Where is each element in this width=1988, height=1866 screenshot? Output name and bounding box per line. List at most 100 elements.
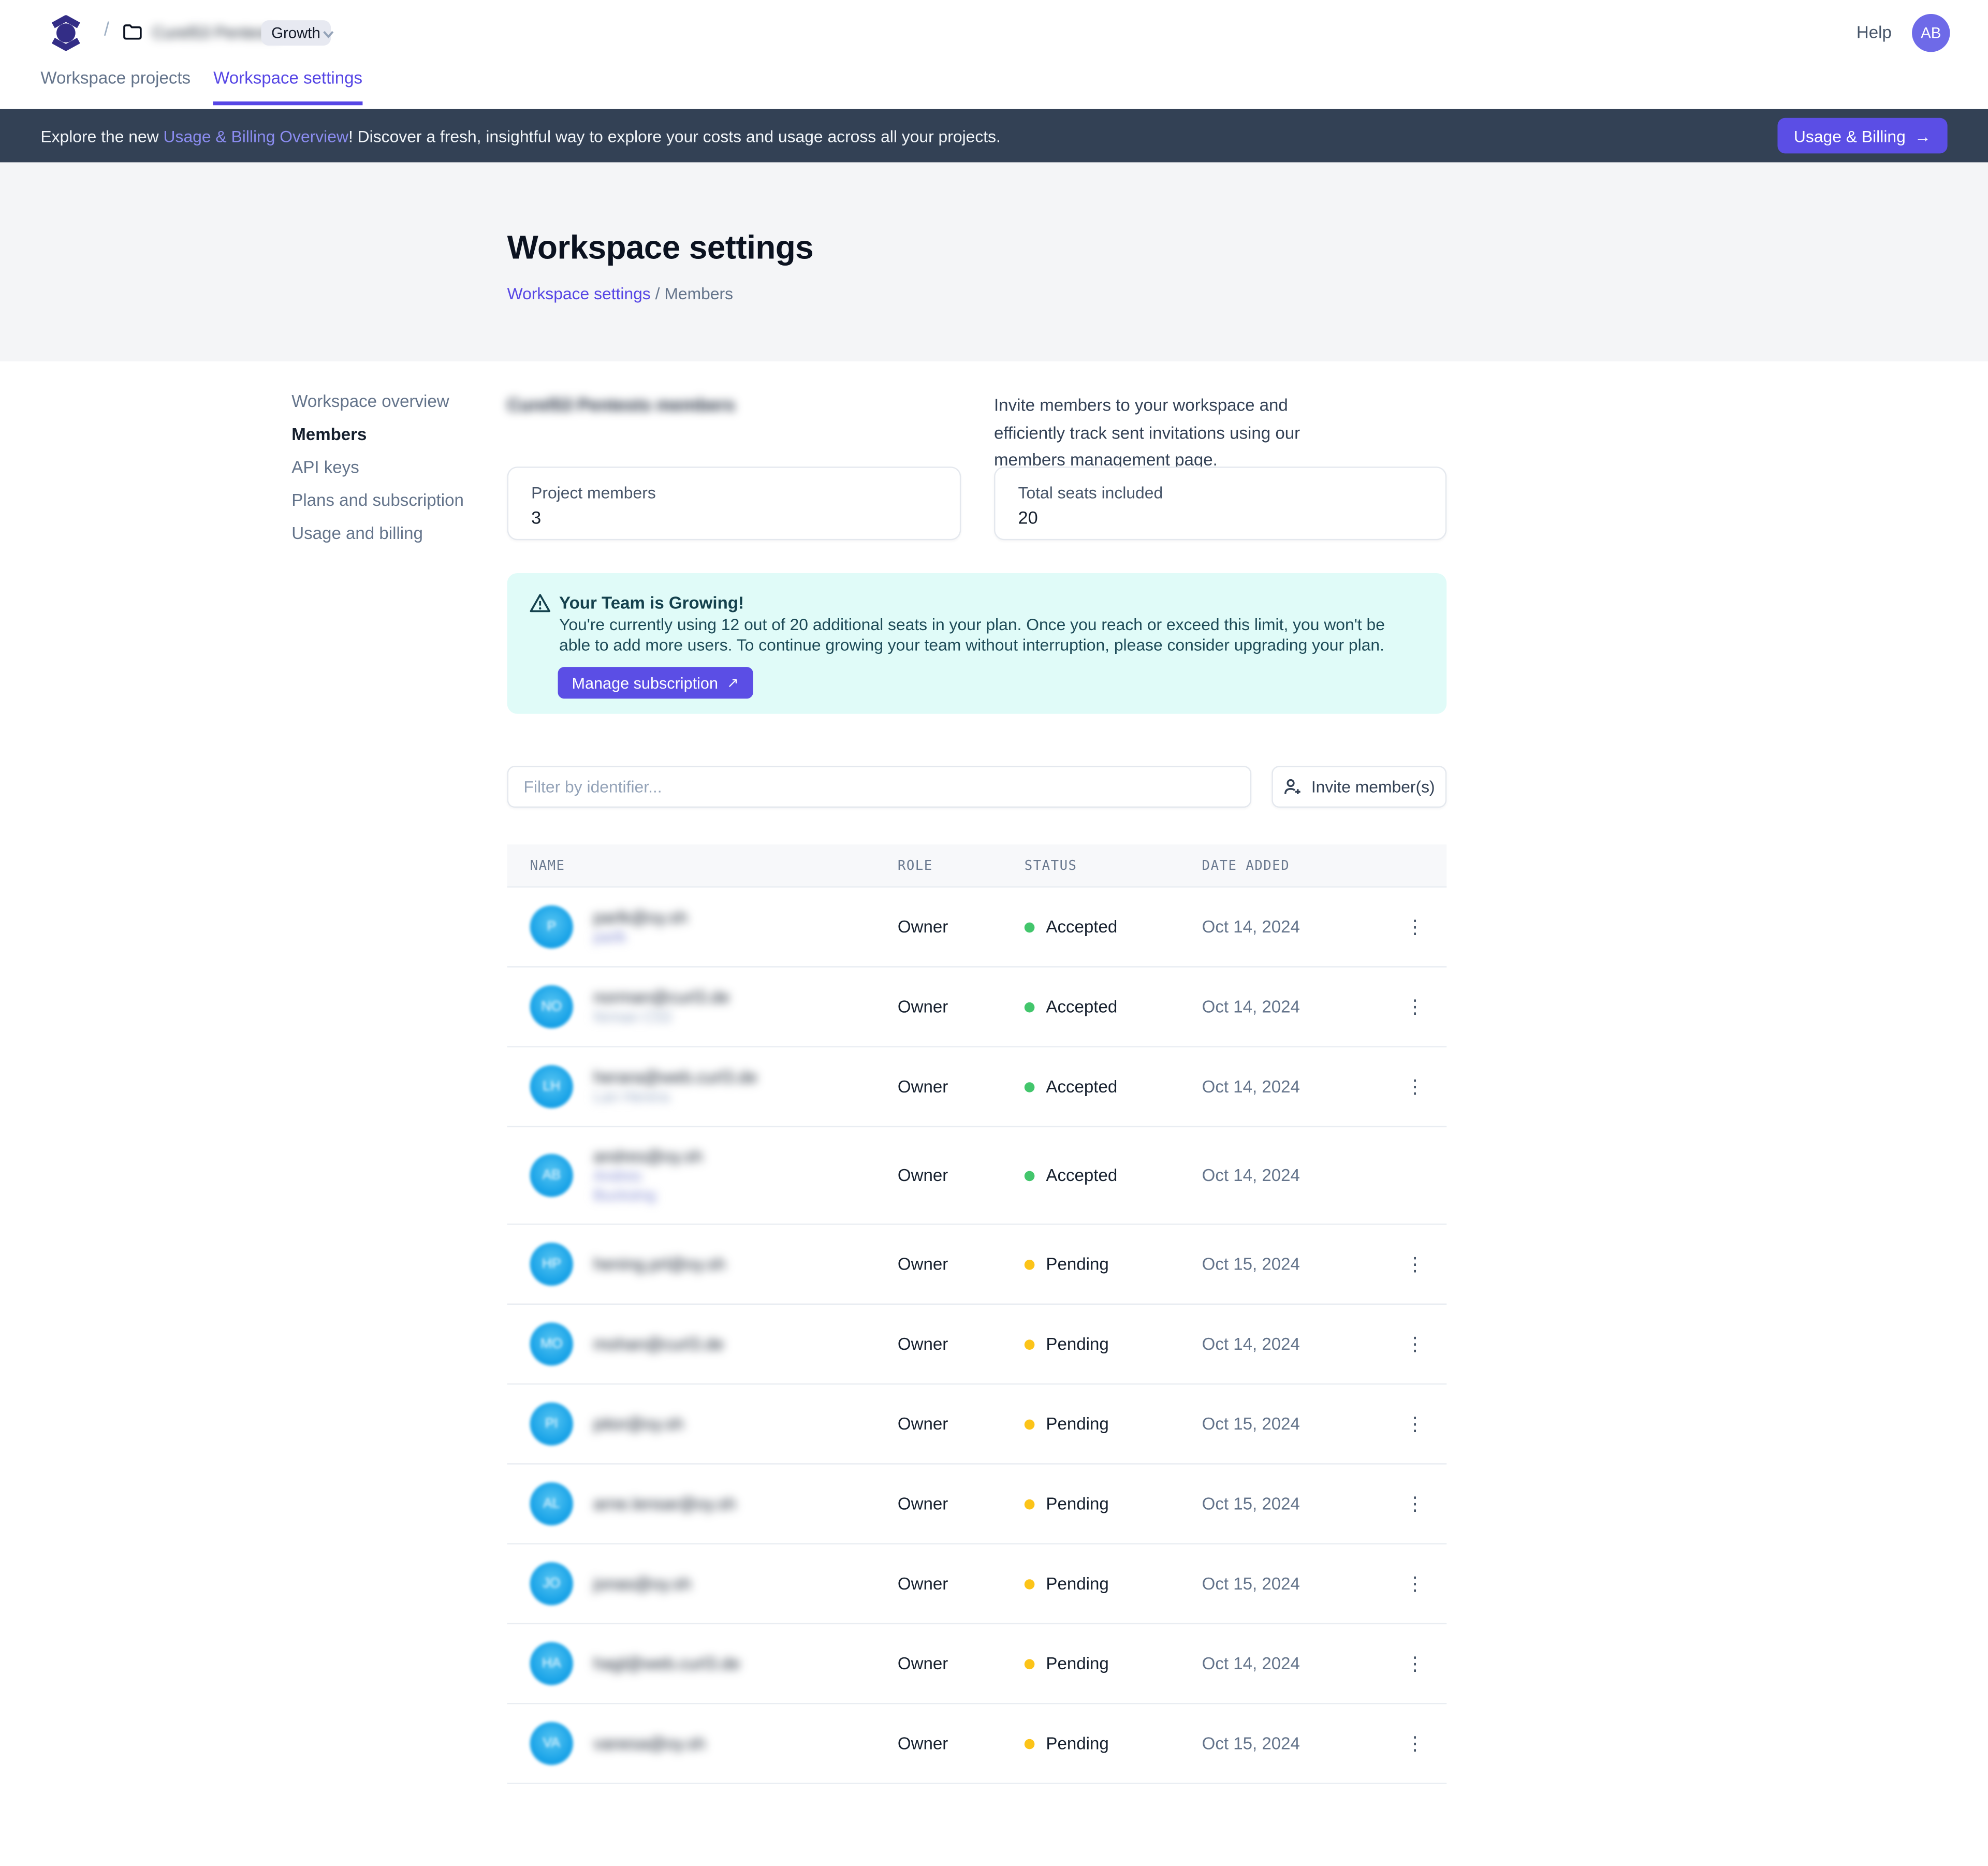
member-email: hening.prl@oy.sh [593,1255,726,1274]
member-name-cell: vanesa@oy.sh [593,1733,706,1755]
member-role: Owner [897,1733,948,1753]
member-date-added: Oct 15, 2024 [1202,1733,1300,1753]
sidebar-item-usage-billing[interactable]: Usage and billing [291,523,423,543]
folder-icon [123,24,142,40]
table-row: PI pitor@oy.sh Owner Pending Oct 15, 202… [507,1384,1447,1465]
invite-members-label: Invite member(s) [1311,777,1435,796]
member-name-cell: jonas@oy.sh [593,1573,691,1595]
project-members-card: Project members 3 [507,466,961,541]
banner-text: Explore the new Usage & Billing Overview… [40,126,1001,145]
member-avatar: HA [530,1642,573,1685]
content-area: Workspace overview Members API keys Plan… [0,361,1988,1866]
member-avatar: PI [530,1402,573,1446]
page-header: Workspace settings Workspace settings / … [0,162,1988,361]
table-row: P parlk@oy.sh parlk Owner Accepted Oct 1… [507,887,1447,968]
workspace-name[interactable]: Curel53 Pentests [152,23,279,42]
member-status: Accepted [1024,1077,1117,1096]
status-dot-icon [1024,1578,1035,1589]
total-seats-value: 20 [1018,507,1038,528]
external-link-icon: ↗ [727,676,739,691]
table-row: AL arne.lensar@oy.sh Owner Pending Oct 1… [507,1465,1447,1544]
status-label: Pending [1046,1494,1109,1513]
ory-logo-icon[interactable] [48,15,84,51]
row-menu-button[interactable]: ⋮ [1405,1334,1425,1355]
arrow-right-icon: → [1914,126,1931,145]
member-date-added: Oct 14, 2024 [1202,1654,1300,1673]
member-avatar: AL [530,1482,573,1526]
member-name-cell: parlk@oy.sh parlk [593,907,688,947]
row-menu-button[interactable]: ⋮ [1405,1493,1425,1515]
user-avatar[interactable]: AB [1912,13,1950,52]
member-status: Pending [1024,1654,1109,1673]
chevron-down-icon[interactable] [321,26,336,41]
sidebar-item-members[interactable]: Members [291,425,367,444]
member-subname: Andres [593,1167,642,1185]
member-role: Owner [897,1574,948,1594]
table-row: HP hening.prl@oy.sh Owner Pending Oct 15… [507,1225,1447,1305]
member-email: norman@curl3.de [593,987,730,1007]
member-email: hagl@web.curl3.de [593,1654,740,1673]
member-subname: Nrman C53 [593,1008,671,1026]
table-row: AB andres@oy.sh Andres Buckstng Owner Ac… [507,1127,1447,1225]
plan-badge[interactable]: Growth [261,20,331,46]
banner-text-suffix: ! Discover a fresh, insightful way to ex… [348,126,1001,145]
tab-workspace-projects[interactable]: Workspace projects [40,68,191,88]
member-name-cell: andres@oy.sh Andres Buckstng [593,1146,703,1205]
row-menu-button[interactable]: ⋮ [1405,916,1425,939]
status-label: Pending [1046,1255,1109,1274]
usage-billing-button[interactable]: Usage & Billing → [1777,118,1948,154]
member-name-cell: arne.lensar@oy.sh [593,1493,736,1515]
member-status: Pending [1024,1334,1109,1354]
member-subname-2: Buckstng [593,1186,656,1204]
member-date-added: Oct 14, 2024 [1202,997,1300,1016]
member-email: jonas@oy.sh [593,1574,692,1594]
member-date-added: Oct 15, 2024 [1202,1414,1300,1434]
row-menu-button[interactable]: ⋮ [1405,1413,1425,1436]
breadcrumb-current: Members [664,284,734,303]
member-status: Pending [1024,1494,1109,1513]
member-avatar: P [530,905,573,949]
manage-subscription-button[interactable]: Manage subscription ↗ [558,667,753,699]
row-menu-button[interactable]: ⋮ [1405,1076,1425,1098]
row-menu-button[interactable]: ⋮ [1405,1254,1425,1276]
total-seats-label: Total seats included [1018,483,1163,502]
alert-title: Your Team is Growing! [559,593,744,613]
page-title: Workspace settings [507,228,814,267]
member-avatar: AB [530,1154,573,1197]
table-row: HA hagl@web.curl3.de Owner Pending Oct 1… [507,1624,1447,1704]
table-row: NO norman@curl3.de Nrman C53 Owner Accep… [507,968,1447,1047]
row-menu-button[interactable]: ⋮ [1405,1573,1425,1595]
row-menu-button[interactable]: ⋮ [1405,996,1425,1018]
member-role: Owner [897,917,948,937]
status-label: Pending [1046,1334,1109,1354]
member-role: Owner [897,1414,948,1434]
status-label: Accepted [1046,997,1118,1016]
settings-sidenav: Workspace overview Members API keys Plan… [291,391,494,558]
breadcrumb-workspace-settings-link[interactable]: Workspace settings [507,284,651,303]
banner-text-prefix: Explore the new [40,126,164,145]
tab-workspace-settings[interactable]: Workspace settings [213,66,363,106]
column-header-status: STATUS [1024,858,1077,874]
member-date-added: Oct 15, 2024 [1202,1255,1300,1274]
member-email: andres@oy.sh [593,1147,703,1166]
member-status: Pending [1024,1255,1109,1274]
sidebar-item-api-keys[interactable]: API keys [291,458,359,477]
column-header-name: NAME [530,858,565,874]
row-menu-button[interactable]: ⋮ [1405,1653,1425,1675]
column-header-date-added: DATE ADDED [1202,858,1290,874]
member-email: pitor@oy.sh [593,1414,684,1434]
invite-members-button[interactable]: Invite member(s) [1271,766,1447,808]
sidebar-item-plans-subscription[interactable]: Plans and subscription [291,490,464,510]
usage-billing-overview-link[interactable]: Usage & Billing Overview [163,126,348,145]
workspace-tabs: Workspace projects Workspace settings [0,66,1988,109]
member-status: Pending [1024,1734,1109,1753]
sidebar-item-workspace-overview[interactable]: Workspace overview [291,391,449,411]
member-subname: parlk [593,928,626,946]
help-link[interactable]: Help [1856,23,1892,42]
status-dot-icon [1024,1658,1035,1669]
row-menu-button[interactable]: ⋮ [1405,1733,1425,1755]
member-avatar: VA [530,1722,573,1765]
filter-input[interactable] [507,766,1252,808]
total-seats-card: Total seats included 20 [994,466,1447,541]
